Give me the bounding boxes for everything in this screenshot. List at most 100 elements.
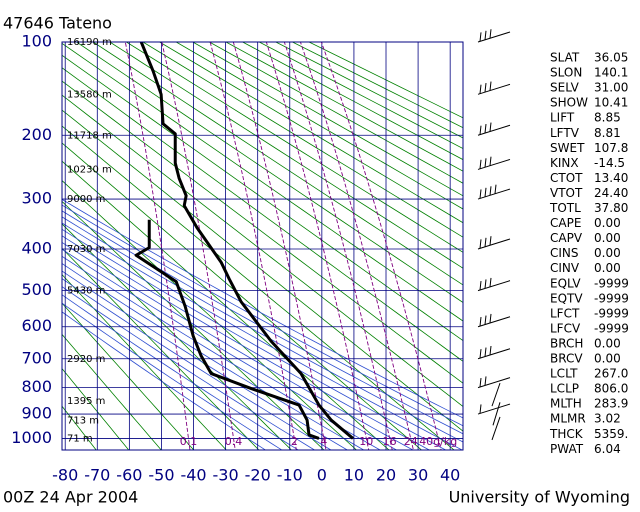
wind-barb-flag [479, 239, 482, 249]
index-value: 0.00 [594, 261, 621, 275]
mixing-ratio-label: 0.1 [180, 435, 198, 448]
index-value: 8.81 [594, 126, 621, 140]
y-tick-label: 200 [21, 125, 52, 144]
x-tick-label: -10 [277, 466, 303, 485]
mixing-ratio-line [124, 42, 191, 450]
wind-barb-flag [479, 280, 482, 291]
dry-adiabat [62, 94, 463, 407]
moist-adiabat [62, 278, 332, 450]
index-value: -14.5 [594, 156, 625, 170]
index-name: KINX [550, 156, 579, 170]
wind-barb-flag [494, 184, 497, 194]
wind-barb-flag [479, 377, 482, 388]
dry-adiabat [62, 405, 97, 450]
dry-adiabat [62, 302, 195, 450]
height-label: 713 m [67, 415, 99, 426]
moist-adiabat [62, 241, 414, 450]
mixing-ratio-label: 24 [404, 435, 418, 448]
moist-adiabat [62, 222, 463, 450]
plot-area [62, 42, 463, 450]
index-value: -9999 [594, 276, 629, 290]
dry-adiabat [62, 80, 463, 384]
mixing-ratio-line [232, 42, 327, 450]
index-name: BRCV [550, 352, 583, 366]
moist-adiabat [62, 235, 431, 450]
x-tick-label: 30 [408, 466, 428, 485]
index-value: -9999 [594, 306, 629, 320]
index-name: SLON [550, 66, 582, 80]
x-tick-label: -60 [116, 466, 142, 485]
x-tick-label: 20 [376, 466, 396, 485]
wind-barb-flag [484, 158, 487, 168]
footer-right: University of Wyoming [449, 488, 630, 507]
moist-adiabat [62, 270, 349, 450]
wind-barb-flag [489, 122, 492, 132]
wind-barb [477, 31, 511, 43]
moist-adiabat [62, 204, 463, 427]
height-label: 16190 m [67, 37, 112, 48]
dry-adiabat [175, 42, 463, 210]
index-value: 5359. [594, 427, 628, 441]
wind-barb-flag [479, 189, 482, 199]
mixing-ratio-line [283, 42, 393, 450]
wind-barb-flag [484, 30, 487, 40]
dry-adiabat [125, 42, 463, 253]
x-tick-label: -40 [180, 466, 206, 485]
wind-barb [477, 83, 511, 95]
index-name: MLMR [550, 412, 586, 426]
dry-adiabat [62, 367, 130, 450]
wind-barb-flag [484, 83, 487, 93]
height-label: 10230 m [67, 164, 112, 175]
index-name: SHOW [550, 96, 588, 110]
height-label: 5430 m [67, 286, 105, 297]
dry-adiabat [191, 42, 463, 197]
mixing-ratio-label: 0.4 [225, 435, 243, 448]
index-name: CTOT [550, 171, 583, 185]
index-name: CINS [550, 246, 579, 260]
index-value: 24.40 [594, 186, 628, 200]
wind-barb [491, 416, 501, 441]
y-tick-label: 700 [21, 348, 52, 367]
wind-barb-flag [484, 279, 487, 289]
index-value: 8.85 [594, 111, 621, 125]
index-name: LCLT [550, 367, 578, 381]
index-name: TOTL [549, 201, 581, 215]
mixing-ratio-label: 4 [320, 435, 327, 448]
y-tick-label: 100 [21, 32, 52, 51]
x-tick-label: 40 [440, 466, 460, 485]
wind-barb-flag [479, 32, 482, 42]
index-value: 283.9 [594, 397, 628, 411]
wind-barb-flag [484, 315, 487, 325]
wind-barb [477, 316, 511, 328]
wind-barb-flag [484, 347, 487, 357]
index-value: 140.1 [594, 66, 628, 80]
moist-adiabat [62, 248, 398, 450]
dry-adiabat [62, 160, 390, 450]
index-value: 0.00 [594, 246, 621, 260]
index-value: -9999 [594, 291, 629, 305]
wind-barb-flag [489, 156, 492, 166]
index-value: 31.00 [594, 81, 628, 95]
index-name: LFCT [550, 306, 580, 320]
height-label: 7030 m [67, 244, 105, 255]
index-value: 0.00 [594, 352, 621, 366]
index-value: 107.8 [594, 141, 628, 155]
wind-barb [477, 238, 511, 250]
dry-adiabat [62, 54, 463, 342]
footer-left: 00Z 24 Apr 2004 [3, 488, 138, 507]
y-tick-label: 600 [21, 316, 52, 335]
index-name: EQTV [550, 291, 583, 305]
index-name: LCLP [550, 382, 579, 396]
dry-adiabat [62, 180, 358, 450]
height-label: 2920 m [67, 354, 105, 365]
x-tick-label: -50 [148, 466, 174, 485]
mixing-ratio-label: 40g/kg [419, 435, 457, 448]
dry-adiabat [241, 42, 463, 161]
plot-frame [61, 41, 464, 451]
dry-adiabat [62, 223, 292, 450]
x-tick-label: -30 [213, 466, 239, 485]
moist-adiabat [62, 263, 365, 450]
y-tick-label: 900 [21, 404, 52, 423]
dry-adiabat [158, 42, 463, 224]
